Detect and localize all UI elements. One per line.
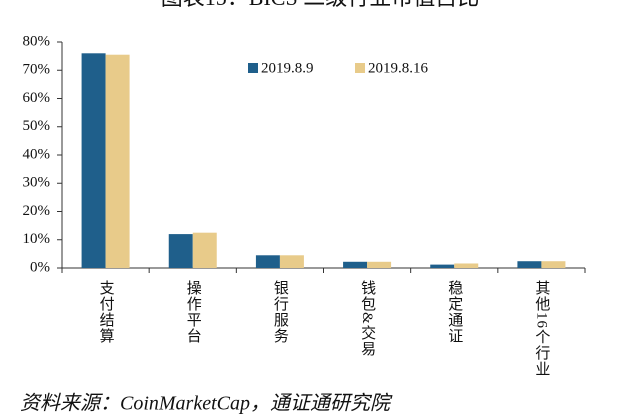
y-tick-label: 40%	[23, 146, 51, 162]
x-tick-label: 操作平台	[185, 280, 202, 344]
y-tick-label: 50%	[23, 118, 51, 134]
y-tick-label: 80%	[23, 33, 51, 49]
bar	[343, 261, 368, 268]
bar	[81, 53, 106, 268]
y-tick-label: 20%	[23, 203, 51, 219]
x-tick-label: 支付结算	[98, 280, 115, 344]
legend-swatch	[355, 63, 365, 73]
y-tick-label: 60%	[23, 90, 51, 106]
x-tick-label: 稳定通证	[446, 280, 463, 344]
y-tick-label: 70%	[23, 62, 51, 78]
y-tick-label: 30%	[23, 175, 51, 191]
bar	[279, 255, 304, 268]
x-tick-label: 钱包&交易	[359, 280, 376, 357]
bar	[454, 263, 479, 268]
chart-title: 图表15：BICS 二级行业市值占比	[161, 0, 479, 10]
bar	[541, 261, 566, 268]
bar	[168, 234, 193, 268]
bar	[430, 264, 455, 268]
x-tick-label: 其他16个行业	[533, 280, 550, 377]
y-tick-label: 10%	[23, 231, 51, 247]
x-tick-label: 银行服务	[272, 280, 289, 344]
bar	[255, 255, 280, 268]
y-tick-label: 0%	[30, 259, 50, 275]
bar	[105, 54, 130, 269]
legend-label: 2019.8.9	[261, 60, 314, 76]
bar	[517, 261, 542, 268]
source: 资料来源：CoinMarketCap，通证通研究院	[20, 393, 393, 415]
bar	[192, 232, 217, 268]
legend-label: 2019.8.16	[368, 60, 429, 76]
bar	[367, 261, 392, 268]
legend-swatch	[248, 63, 258, 73]
